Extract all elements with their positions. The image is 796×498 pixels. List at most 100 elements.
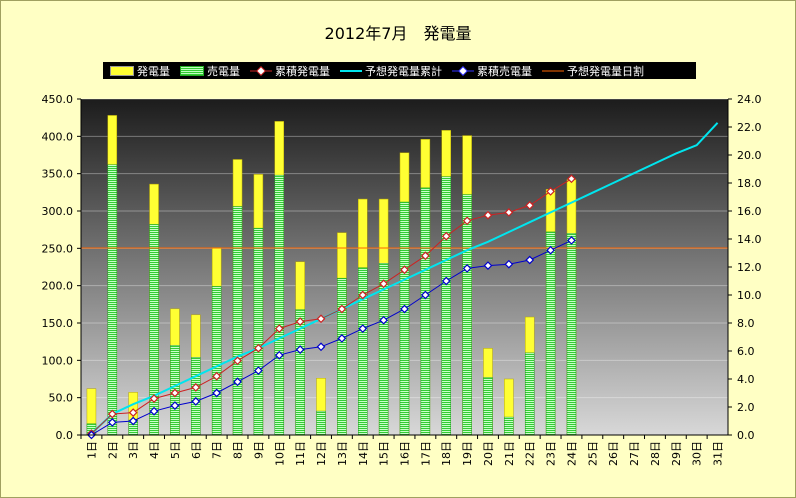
y-right-tick-label: 18.0 [737, 177, 762, 190]
bar-sold [253, 227, 264, 436]
point-cumulative-generation [483, 210, 493, 220]
bar-sold [274, 174, 285, 436]
x-tick-label: 26日 [607, 441, 620, 466]
point-cumulative-sold [462, 264, 472, 273]
x-tick-label: 10日 [273, 441, 286, 466]
y-right-tick-label: 0.0 [737, 429, 755, 442]
legend-label-forecast-cum: 予想発電量累計 [365, 64, 442, 78]
point-cumulative-sold [233, 377, 242, 387]
point-cumulative-generation [254, 343, 263, 353]
point-cumulative-generation [400, 265, 409, 275]
bar-sold [566, 233, 577, 436]
point-cumulative-generation [462, 216, 472, 226]
point-cumulative-sold [316, 342, 326, 352]
bar-sold [399, 201, 410, 436]
point-cumulative-sold [274, 350, 284, 360]
y-right-tick-label: 2.0 [737, 401, 755, 414]
bar-sold [337, 277, 347, 436]
x-tick-label: 30日 [691, 441, 704, 466]
x-tick-label: 2日 [106, 441, 119, 459]
point-cumulative-sold [170, 401, 180, 410]
legend-item-cum-generation: 累積発電量 [250, 63, 330, 79]
point-cumulative-sold [525, 255, 535, 265]
x-tick-label: 23日 [545, 441, 558, 466]
y-left-tick-label: 450.0 [42, 93, 74, 106]
x-tick-label: 19日 [461, 441, 474, 466]
point-cumulative-sold [107, 418, 117, 427]
y-right-tick-label: 4.0 [737, 373, 755, 386]
point-cumulative-sold [441, 276, 451, 286]
x-tick-label: 27日 [628, 441, 641, 466]
point-cumulative-generation [149, 394, 159, 403]
bar-sold [441, 176, 451, 436]
point-cumulative-sold [379, 315, 389, 325]
point-cumulative-sold [212, 388, 222, 398]
bar-sold [232, 206, 243, 436]
point-cumulative-sold [567, 236, 576, 245]
x-tick-label: 9日 [252, 441, 265, 459]
point-cumulative-generation [525, 201, 535, 210]
y-left-tick-label: 400.0 [42, 130, 74, 143]
y-right-tick-label: 16.0 [737, 205, 762, 218]
legend-swatch-generation [110, 65, 134, 76]
y-right-tick-label: 10.0 [737, 289, 762, 302]
bar-sold [545, 231, 556, 436]
x-tick-label: 12日 [315, 441, 328, 466]
point-cumulative-sold [149, 406, 159, 416]
x-tick-label: 22日 [524, 441, 537, 466]
x-tick-label: 7日 [211, 441, 224, 459]
legend-item-sold: 売電量 [180, 63, 240, 79]
x-tick-label: 17日 [419, 441, 432, 466]
y-right-tick-label: 24.0 [737, 93, 762, 106]
point-cumulative-sold [546, 245, 555, 255]
legend-label-forecast-daily: 予想発電量日割 [567, 64, 644, 78]
legend-swatch-cum-generation [250, 65, 272, 76]
x-tick-label: 18日 [440, 441, 453, 466]
x-tick-label: 8日 [232, 441, 245, 459]
point-cumulative-generation [233, 356, 242, 366]
x-tick-label: 6日 [190, 441, 203, 459]
line-forecast-cumulative [90, 122, 719, 435]
bar-sold [420, 187, 431, 436]
point-cumulative-generation [567, 174, 576, 184]
point-cumulative-generation [420, 251, 430, 261]
x-tick-label: 15日 [378, 441, 391, 466]
legend-swatch-sold [180, 65, 204, 76]
bar-sold [191, 357, 201, 436]
point-cumulative-sold [358, 324, 368, 333]
legend-label-generation: 発電量 [137, 64, 170, 78]
y-left-tick-label: 0.0 [56, 429, 74, 442]
y-left-tick-label: 200.0 [42, 280, 74, 293]
bar-sold [211, 286, 222, 436]
point-cumulative-sold [254, 366, 263, 375]
y-right-tick-label: 20.0 [737, 149, 762, 162]
x-tick-label: 16日 [399, 441, 412, 466]
x-tick-label: 20日 [482, 441, 495, 466]
point-cumulative-sold [191, 397, 201, 406]
y-left-tick-label: 50.0 [49, 392, 74, 405]
x-tick-label: 13日 [336, 441, 349, 466]
legend-label-cum-generation: 累積発電量 [275, 64, 330, 78]
point-cumulative-generation [212, 371, 222, 381]
legend-swatch-forecast-daily [542, 70, 564, 71]
y-right-tick-label: 12.0 [737, 261, 762, 274]
point-cumulative-generation [337, 304, 347, 314]
bar-sold [107, 164, 118, 436]
point-cumulative-generation [191, 383, 201, 392]
point-cumulative-generation [504, 208, 514, 217]
point-cumulative-sold [400, 304, 409, 314]
y-left-tick-label: 250.0 [42, 242, 74, 255]
point-cumulative-generation [358, 290, 368, 300]
y-right-tick-label: 6.0 [737, 345, 755, 358]
x-tick-label: 11日 [294, 441, 307, 466]
legend-label-sold: 売電量 [207, 64, 240, 78]
x-tick-label: 14日 [357, 441, 370, 466]
legend: 発電量 売電量 累積発電量 予想発電量累計 累積売電量 予想発電量日割 [103, 62, 696, 79]
y-right-tick-label: 14.0 [737, 233, 762, 246]
legend-item-generation: 発電量 [110, 63, 170, 79]
legend-label-cum-sold: 累積売電量 [477, 64, 532, 78]
point-cumulative-sold [420, 290, 430, 300]
bar-sold [462, 194, 472, 436]
y-left-tick-label: 300.0 [42, 205, 74, 218]
point-cumulative-generation [128, 408, 138, 417]
